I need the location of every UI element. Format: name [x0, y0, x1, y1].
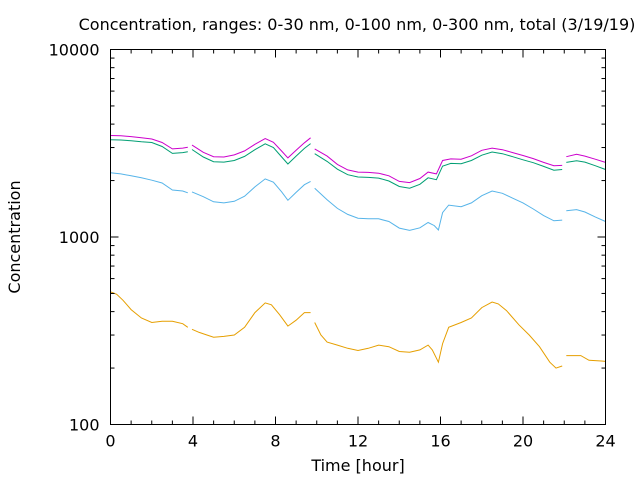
- x-tick-label: 12: [348, 432, 368, 451]
- series-1-line: [110, 291, 189, 328]
- x-tick-label: 20: [513, 432, 533, 451]
- series-1-line: [314, 301, 563, 369]
- chart-title: Concentration, ranges: 0-30 nm, 0-100 nm…: [79, 15, 636, 34]
- series-2-line: [110, 172, 188, 194]
- series-4-line: [314, 147, 563, 184]
- y-tick-label: 1000: [59, 228, 100, 247]
- x-tick-label: 24: [595, 432, 615, 451]
- x-tick-label: 8: [270, 432, 280, 451]
- series-3-line: [314, 151, 563, 189]
- y-axis: 100 1000 10000: [49, 41, 606, 435]
- x-tick-label: 0: [105, 432, 115, 451]
- series-4-line: [566, 153, 606, 163]
- series-4-line: [191, 137, 311, 159]
- series-3-line: [191, 143, 311, 165]
- series-1-line: [566, 355, 606, 362]
- x-tick-label: 16: [430, 432, 450, 451]
- x-axis-label: Time [hour]: [310, 456, 404, 475]
- series-2-line: [314, 187, 563, 232]
- plot-frame: [110, 49, 606, 425]
- y-tick-label: 100: [69, 416, 100, 435]
- x-axis: 0 4 8 12 16 20 24: [105, 49, 616, 451]
- x-tick-label: 4: [188, 432, 198, 451]
- y-axis-label: Concentration: [5, 180, 24, 293]
- series-4-line: [110, 135, 188, 150]
- series-1-line: [191, 302, 311, 338]
- series-3-line: [566, 160, 606, 170]
- series-3-line: [110, 139, 188, 154]
- series-2-line: [191, 178, 311, 204]
- plot-series: [110, 135, 606, 369]
- y-tick-label: 10000: [49, 41, 100, 60]
- series-2-line: [566, 209, 606, 222]
